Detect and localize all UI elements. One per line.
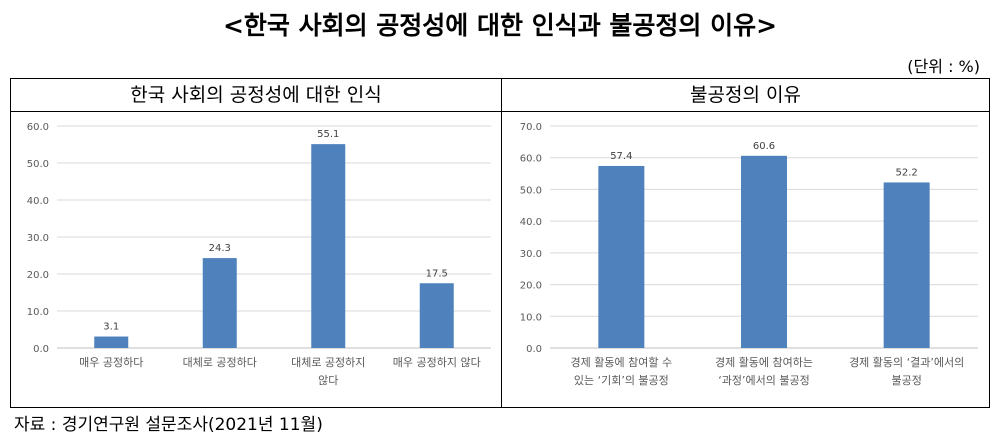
y-tick-label: 50.0 <box>27 159 49 170</box>
y-tick-label: 20.0 <box>27 270 49 281</box>
y-tick-label: 30.0 <box>27 233 49 244</box>
y-tick-label: 60.0 <box>520 154 542 165</box>
y-tick-label: 0.0 <box>526 344 542 355</box>
chart-panel-fairness: 한국 사회의 공정성에 대한 인식 0.0 10.0 20.0 30.0 40.0 50.… <box>10 78 502 408</box>
chart-panel-unfairness-reasons: 불공정의 이유 0.0 10.0 20.0 30.0 40.0 50.0 60.0 70.0 5… <box>502 78 990 408</box>
y-tick-label: 70.0 <box>520 122 542 133</box>
data-label: 60.6 <box>753 141 775 152</box>
bar <box>598 165 645 348</box>
y-tick-label: 40.0 <box>27 196 49 207</box>
bar <box>94 336 129 348</box>
y-tick-label: 10.0 <box>27 307 49 318</box>
category-label: 경제 활동에 참여하는 <box>715 355 813 369</box>
chart-unfairness-reasons: 0.0 10.0 20.0 30.0 40.0 50.0 60.0 70.0 57.4 경제 활동… <box>520 122 978 387</box>
y-tick-label: 10.0 <box>520 312 542 323</box>
category-label: 있는 ‘기회’의 불공정 <box>574 374 669 387</box>
data-label: 55.1 <box>317 129 339 140</box>
category-label: 매우 공정하다 <box>79 355 143 369</box>
source-note: 자료 : 경기연구원 설문조사(2021년 11월) <box>14 415 323 435</box>
bar <box>883 182 930 348</box>
category-label: 대체로 공정하다 <box>183 355 257 369</box>
data-label: 17.5 <box>426 268 448 279</box>
bar <box>202 258 237 348</box>
chart-title-fairness: 한국 사회의 공정성에 대한 인식 <box>11 79 501 112</box>
y-tick-label: 60.0 <box>27 122 49 133</box>
category-label: 불공정 <box>891 374 921 387</box>
y-tick-label: 20.0 <box>520 281 542 292</box>
y-tick-label: 40.0 <box>520 217 542 228</box>
bar <box>741 155 787 348</box>
data-label: 24.3 <box>209 243 231 254</box>
category-label: 매우 공정하지 않다 <box>393 355 481 369</box>
category-label: 경제 활동에 참여할 수 <box>571 355 673 369</box>
bar <box>311 144 346 348</box>
category-label: 대체로 공정하지 <box>291 355 365 369</box>
data-label: 52.2 <box>896 167 918 178</box>
data-label: 3.1 <box>103 322 119 333</box>
data-label: 57.4 <box>610 151 632 162</box>
category-label: 경제 활동의 ‘결과’에서의 <box>849 355 964 369</box>
unit-note: (단위 : %) <box>907 57 980 76</box>
y-tick-label: 30.0 <box>520 249 542 260</box>
category-label: 않다 <box>318 374 338 387</box>
chart-fairness: 0.0 10.0 20.0 30.0 40.0 50.0 60.0 3.1 매우 공정하다 24.… <box>27 122 491 387</box>
chart-title-unfairness-reasons: 불공정의 이유 <box>502 79 989 112</box>
bar <box>419 283 454 348</box>
page-title: <한국 사회의 공정성에 대한 인식과 불공정의 이유> <box>222 11 778 40</box>
y-tick-label: 0.0 <box>33 344 49 355</box>
y-tick-label: 50.0 <box>520 185 542 196</box>
category-label: ‘과정’에서의 불공정 <box>718 374 809 387</box>
